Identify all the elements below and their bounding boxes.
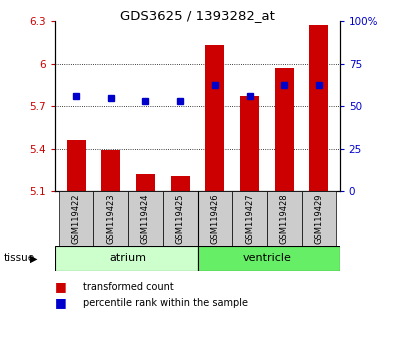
- Bar: [198, 191, 232, 246]
- Bar: [59, 191, 94, 246]
- Bar: [128, 191, 163, 246]
- Text: ▶: ▶: [30, 253, 38, 263]
- Bar: [301, 191, 336, 246]
- Text: atrium: atrium: [110, 253, 147, 263]
- Bar: [136, 174, 155, 191]
- Text: percentile rank within the sample: percentile rank within the sample: [83, 298, 248, 308]
- Bar: [163, 191, 198, 246]
- Bar: [309, 25, 328, 191]
- Text: GSM119426: GSM119426: [211, 193, 219, 244]
- Text: GSM119422: GSM119422: [71, 193, 81, 244]
- Text: transformed count: transformed count: [83, 282, 174, 292]
- Bar: [198, 246, 340, 271]
- Bar: [205, 45, 224, 191]
- Bar: [240, 96, 259, 191]
- Bar: [94, 191, 128, 246]
- Bar: [275, 68, 294, 191]
- Bar: [67, 140, 86, 191]
- Text: GSM119428: GSM119428: [280, 193, 289, 244]
- Text: tissue: tissue: [4, 253, 35, 263]
- Text: ■: ■: [55, 296, 71, 309]
- Text: GSM119424: GSM119424: [141, 193, 150, 244]
- Text: GSM119427: GSM119427: [245, 193, 254, 244]
- Text: ventricle: ventricle: [243, 253, 291, 263]
- Bar: [267, 191, 301, 246]
- Text: GSM119425: GSM119425: [176, 193, 184, 244]
- Bar: [171, 176, 190, 191]
- Text: ■: ■: [55, 280, 71, 293]
- Text: GDS3625 / 1393282_at: GDS3625 / 1393282_at: [120, 9, 275, 22]
- Text: GSM119423: GSM119423: [106, 193, 115, 244]
- Bar: [55, 246, 198, 271]
- Bar: [232, 191, 267, 246]
- Text: GSM119429: GSM119429: [314, 193, 324, 244]
- Bar: [101, 150, 120, 191]
